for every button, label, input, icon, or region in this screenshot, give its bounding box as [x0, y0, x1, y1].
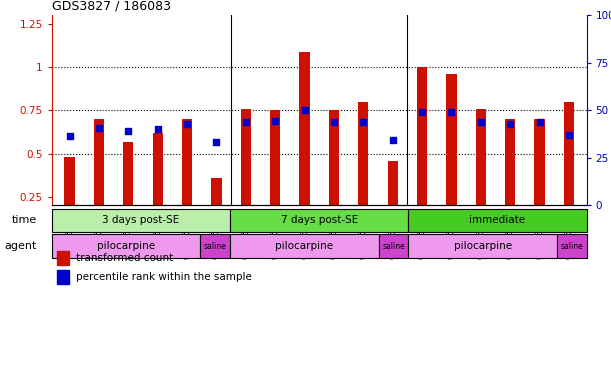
Point — [447, 109, 456, 115]
Bar — [417, 67, 427, 240]
Bar — [211, 178, 222, 240]
Bar — [57, 251, 69, 265]
Bar — [200, 234, 230, 258]
Text: saline: saline — [560, 242, 583, 251]
Bar — [379, 234, 408, 258]
Text: saline: saline — [382, 242, 405, 251]
Bar — [123, 142, 133, 240]
Text: GDS3827 / 186083: GDS3827 / 186083 — [52, 0, 171, 13]
Text: pilocarpine: pilocarpine — [453, 241, 511, 251]
Bar — [387, 161, 398, 240]
Bar — [57, 270, 69, 284]
Point — [329, 119, 339, 126]
Point — [476, 119, 486, 126]
Text: transformed count: transformed count — [76, 253, 174, 263]
Point — [535, 119, 544, 126]
Point — [211, 139, 221, 145]
Point — [123, 128, 133, 134]
Bar — [505, 119, 515, 240]
Point — [153, 126, 163, 132]
Text: 3 days post-SE: 3 days post-SE — [103, 215, 180, 225]
Text: pilocarpine: pilocarpine — [276, 241, 334, 251]
Text: percentile rank within the sample: percentile rank within the sample — [76, 272, 252, 282]
Point — [94, 124, 104, 131]
Point — [417, 109, 427, 115]
Bar — [476, 109, 486, 240]
Point — [299, 107, 309, 114]
Bar — [52, 234, 200, 258]
Bar — [564, 102, 574, 240]
Bar — [64, 157, 75, 240]
Bar — [182, 119, 192, 240]
Bar — [94, 119, 104, 240]
Text: time: time — [12, 215, 37, 225]
Bar — [241, 109, 251, 240]
Point — [359, 119, 368, 126]
Bar — [408, 209, 587, 232]
Text: agent: agent — [5, 241, 37, 251]
Point — [241, 119, 251, 126]
Bar — [329, 111, 339, 240]
Bar — [358, 102, 368, 240]
Bar — [230, 209, 408, 232]
Point — [505, 121, 515, 127]
Point — [65, 133, 75, 139]
Bar — [270, 111, 280, 240]
Text: pilocarpine: pilocarpine — [97, 241, 155, 251]
Bar — [230, 234, 379, 258]
Bar — [408, 234, 557, 258]
Bar — [557, 234, 587, 258]
Point — [388, 137, 398, 143]
Text: 7 days post-SE: 7 days post-SE — [280, 215, 358, 225]
Point — [564, 131, 574, 138]
Text: immediate: immediate — [469, 215, 525, 225]
Bar — [52, 209, 230, 232]
Bar — [535, 119, 544, 240]
Text: saline: saline — [204, 242, 227, 251]
Bar — [153, 133, 163, 240]
Point — [182, 121, 192, 127]
Point — [270, 118, 280, 124]
Bar — [446, 74, 456, 240]
Bar — [299, 52, 310, 240]
